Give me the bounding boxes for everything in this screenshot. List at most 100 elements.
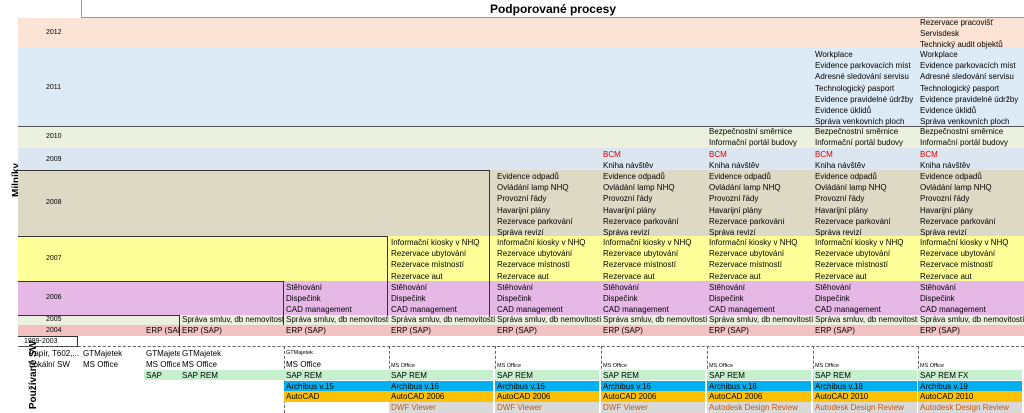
band-2011 bbox=[18, 48, 1024, 126]
year-2006: 2006 bbox=[46, 294, 62, 301]
process-2004-col5: ERP (SAP) bbox=[603, 326, 643, 335]
processes-2007-col6: Informační kiosky v NHQ Rezervace ubytová… bbox=[709, 238, 798, 281]
frame-2008 bbox=[18, 170, 490, 317]
process-2005-col7: Správa smluv, db nemovitostí bbox=[815, 315, 918, 324]
sw-autocad-6: AutoCAD 2006 bbox=[601, 391, 705, 402]
sw-gtm-0: GTMajetek bbox=[83, 349, 123, 358]
sw-viewer-7: Autodesk Design Review bbox=[707, 402, 811, 413]
sw-gtm-2: GTMajetek bbox=[182, 349, 222, 358]
processes-2007-col4: Informační kiosky v NHQ Rezervace ubytová… bbox=[497, 238, 586, 281]
year-2008: 2008 bbox=[46, 199, 62, 206]
page-title: Podporované procesy bbox=[489, 2, 617, 16]
band-2009 bbox=[18, 148, 1024, 170]
sw-viewer-9: Autodesk Design Review bbox=[918, 402, 1022, 413]
band-2005 bbox=[18, 315, 1024, 325]
sw-mso-8: MS Office bbox=[815, 363, 840, 369]
band-2006 bbox=[18, 281, 1024, 315]
band-2004 bbox=[18, 325, 1024, 336]
frame-2007 bbox=[18, 236, 388, 316]
processes-2007-col8: Informační kiosky v NHQ Rezervace ubytová… bbox=[920, 238, 1009, 281]
sw-saprem-6: SAP REM bbox=[601, 370, 705, 380]
processes-2009-col5: BCM Kniha návštěv bbox=[603, 150, 654, 171]
year-2009: 2009 bbox=[46, 156, 62, 163]
process-2005-col1: Správa smluv, db nemovitostí bbox=[182, 315, 284, 324]
sw-archibus-5: Archibus v.16 bbox=[495, 381, 599, 391]
processes-2011-col8: Workplace Evidence parkovacích míst Adresn… bbox=[920, 50, 1019, 127]
sw-legacy-local: Lokální SW bbox=[29, 360, 70, 369]
frame-2005 bbox=[18, 315, 180, 336]
sw-saprem-7: SAP REM bbox=[707, 370, 811, 380]
sw-saprem-2: SAP REM bbox=[180, 370, 286, 380]
sw-sap-1: SAP bbox=[144, 370, 182, 380]
process-2004-col6: ERP (SAP) bbox=[709, 326, 749, 335]
sw-autocad-5: AutoCAD 2006 bbox=[495, 391, 599, 402]
processes-2009-col8: BCM Kniha návštěv bbox=[920, 150, 971, 171]
sw-gtm-3: GTMajetek bbox=[286, 350, 313, 356]
process-2004-col4: ERP (SAP) bbox=[497, 326, 537, 335]
processes-2007-col3: Informační kiosky v NHQ Rezervace ubytová… bbox=[391, 238, 480, 281]
processes-2008-col6: Evidence odpadů Ovládání lamp NHQ Provozní… bbox=[709, 172, 785, 237]
process-2005-col5: Správa smluv, db nemovitostí bbox=[603, 315, 707, 324]
sw-saprem-8: SAP REM bbox=[813, 370, 917, 380]
sw-saprem-9: SAP REM FX bbox=[918, 370, 1022, 380]
sw-archibus-4: Archibus v.16 bbox=[389, 381, 493, 391]
sw-archibus-15: Archibus v.15 bbox=[284, 381, 389, 391]
processes-2008-col5: Evidence odpadů Ovládání lamp NHQ Provozní… bbox=[603, 172, 679, 237]
sw-gtm-1: GTMajete bbox=[146, 349, 180, 358]
sw-archibus-9: Archibus v.19 bbox=[918, 381, 1022, 391]
processes-2010-col7: Bezpečnostní směrnice Informační portál b… bbox=[815, 127, 904, 148]
sw-autocad: AutoCAD bbox=[284, 391, 389, 402]
sw-viewer-5: DWF Viewer bbox=[495, 402, 599, 413]
sw-mso-1: MS Office bbox=[146, 360, 180, 369]
milestones-label: Milníky bbox=[10, 163, 22, 197]
sw-viewer-4: DWF Viewer bbox=[389, 402, 493, 413]
processes-2006-col8: Stěhování Dispečink CAD management bbox=[920, 283, 986, 315]
processes-2007-col7: Informační kiosky v NHQ Rezervace ubytová… bbox=[815, 238, 904, 281]
year-2005: 2005 bbox=[46, 316, 62, 323]
sw-mso-7: MS Office bbox=[709, 363, 734, 369]
sw-autocad-7: AutoCAD 2006 bbox=[707, 391, 811, 402]
year-2011: 2011 bbox=[46, 84, 62, 91]
processes-2006-col6: Stěhování Dispečink CAD management bbox=[709, 283, 775, 315]
sw-viewer-8: Autodesk Design Review bbox=[813, 402, 917, 413]
process-2005-col4: Správa smluv, db nemovitostí bbox=[497, 315, 601, 324]
year-2004: 2004 bbox=[46, 327, 62, 334]
header-underline bbox=[82, 17, 1024, 18]
frame-2006 bbox=[18, 281, 284, 325]
process-2005-col3: Správa smluv, db nemovitostí bbox=[391, 315, 495, 324]
processes-2006-col2: Stěhování Dispečink CAD management bbox=[286, 283, 352, 315]
processes-2006-col7: Stěhování Dispečink CAD management bbox=[815, 283, 881, 315]
processes-2008-col4: Evidence odpadů Ovládání lamp NHQ Provozní… bbox=[497, 172, 573, 237]
processes-2008-col7: Evidence odpadů Ovládání lamp NHQ Provozní… bbox=[815, 172, 891, 237]
sw-autocad-8: AutoCAD 2010 bbox=[813, 391, 917, 402]
processes-2009-col6: BCM Kniha návštěv bbox=[709, 150, 760, 171]
sw-saprem-3: SAP REM bbox=[284, 370, 389, 380]
frame-2010 bbox=[18, 126, 1024, 336]
band-2012 bbox=[18, 18, 1024, 48]
year-2007: 2007 bbox=[46, 255, 62, 262]
band-2008 bbox=[18, 170, 1024, 236]
sw-archibus-7: Archibus v.18 bbox=[707, 381, 811, 391]
year-1989-2003: 1989-2003 bbox=[24, 338, 58, 345]
process-2005-col8: Správa smluv, db nemovitostí bbox=[920, 315, 1024, 324]
sw-mso-3: MS Office bbox=[286, 360, 321, 369]
sw-archibus-8: Archibus v.18 bbox=[813, 381, 917, 391]
process-2004-col7: ERP (SAP) bbox=[815, 326, 855, 335]
processes-2006-col3: Stěhování Dispečink CAD management bbox=[391, 283, 457, 315]
sw-mso-0: MS Office bbox=[83, 360, 118, 369]
processes-2010-col6: Bezpečnostní směrnice Informační portál b… bbox=[709, 127, 798, 148]
header-divider bbox=[81, 0, 82, 18]
process-2004-col1: ERP (SAP) bbox=[182, 326, 222, 335]
sw-viewer-6: DWF Viewer bbox=[601, 402, 705, 413]
process-2005-col6: Správa smluv, db nemovitostí bbox=[709, 315, 813, 324]
process-2004-col0: ERP (SAP) bbox=[146, 326, 180, 335]
band-2007 bbox=[18, 236, 1024, 281]
processes-2010-col8: Bezpečnostní směrnice Informační portál b… bbox=[920, 127, 1009, 148]
process-2004-col8: ERP (SAP) bbox=[920, 326, 960, 335]
software-label: Používané SW bbox=[28, 340, 40, 410]
sw-mso-4: MS Office bbox=[391, 363, 416, 369]
processes-2006-col4: Stěhování Dispečink CAD management bbox=[497, 283, 563, 315]
sw-mso-2: MS Office bbox=[182, 360, 217, 369]
milestone-software-separator bbox=[18, 346, 1024, 347]
